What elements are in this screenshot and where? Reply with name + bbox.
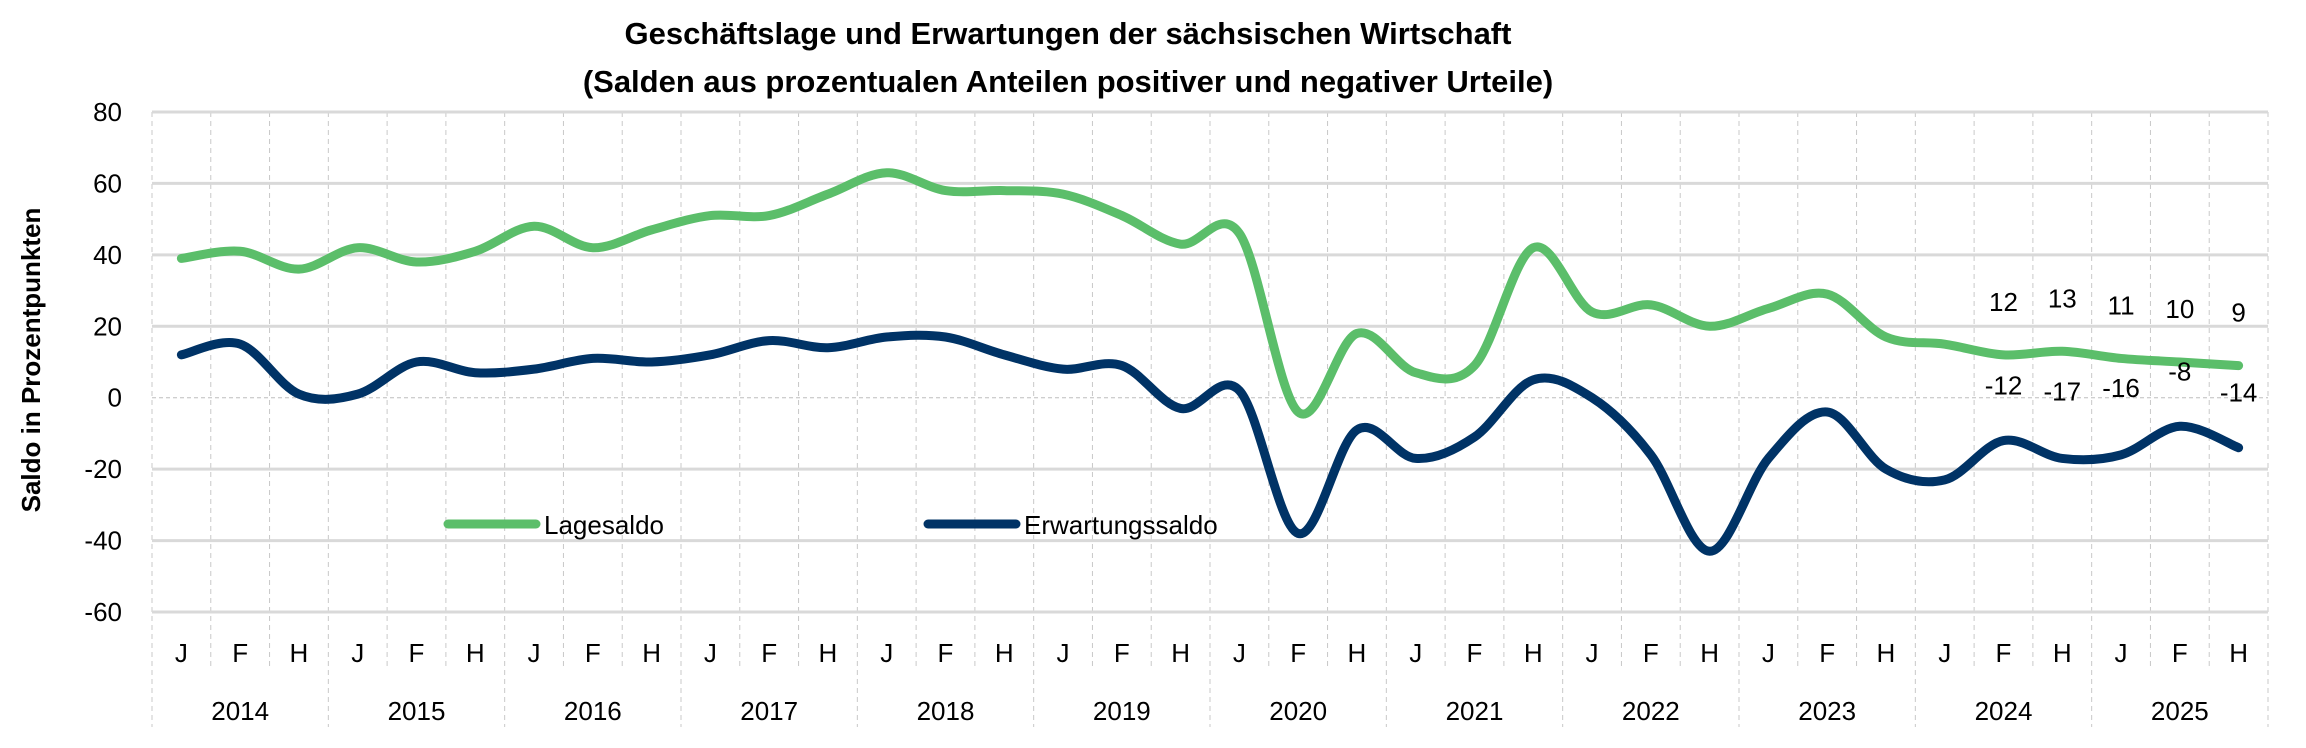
series-line-erwartungssaldo [176,330,2244,556]
legend: Lagesaldo Erwartungssaldo [443,510,1218,540]
x-period-label: J [704,638,717,668]
data-label: -17 [2043,376,2081,406]
x-year-label: 2020 [1269,696,1327,726]
y-tick-label: 40 [93,240,122,270]
x-year-label: 2015 [388,696,446,726]
y-tick-label: -60 [84,597,122,627]
chart-subtitle: (Salden aus prozentualen Anteilen positi… [583,64,1553,99]
legend-label: Lagesaldo [544,510,664,540]
x-period-label: F [761,638,777,668]
series-line-lagesaldo [176,168,2244,419]
legend-label: Erwartungssaldo [1024,510,1218,540]
x-year-label: 2025 [2151,696,2209,726]
x-period-label: H [642,638,661,668]
x-year-label: 2022 [1622,696,1680,726]
series-lines [176,168,2244,556]
x-year-label: 2017 [740,696,798,726]
x-period-label: J [528,638,541,668]
x-period-label: F [409,638,425,668]
x-year-label: 2024 [1975,696,2033,726]
x-period-label: F [1996,638,2012,668]
data-label: 10 [2165,294,2194,324]
x-period-label: J [1057,638,1070,668]
x-year-label: 2023 [1798,696,1856,726]
x-period-label: J [1586,638,1599,668]
data-label: 11 [2108,290,2135,320]
x-period-label: F [1467,638,1483,668]
x-period-label: F [232,638,248,668]
x-period-label: H [1700,638,1719,668]
data-label: -8 [2168,356,2191,386]
x-period-label: J [1233,638,1246,668]
x-period-label: J [880,638,893,668]
x-ticks: J F H J F H J F H J F H J F H J F H J F H J F H J F H J F H J F H J F H 2014… [175,638,2248,726]
x-period-label: H [466,638,485,668]
data-label: 9 [2231,298,2245,328]
y-tick-label: 20 [93,311,122,341]
x-period-label: F [1643,638,1659,668]
x-period-label: J [175,638,188,668]
data-label: -16 [2102,373,2140,403]
y-axis-label: Saldo in Prozentpunkten [16,208,46,513]
x-period-label: F [2172,638,2188,668]
y-tick-label: 80 [93,97,122,127]
x-period-label: H [819,638,838,668]
y-tick-label: 0 [108,383,122,413]
x-period-label: H [2229,638,2248,668]
x-period-label: H [2053,638,2072,668]
data-label: -14 [2220,378,2258,408]
data-label: 12 [1989,287,2018,317]
x-year-label: 2018 [917,696,975,726]
x-period-label: F [1114,638,1130,668]
y-tick-label: -20 [84,454,122,484]
data-label: 13 [2048,283,2077,313]
x-year-label: 2014 [211,696,269,726]
x-period-label: J [1938,638,1951,668]
x-period-label: F [1819,638,1835,668]
x-year-label: 2016 [564,696,622,726]
x-period-label: J [1762,638,1775,668]
x-year-label: 2019 [1093,696,1151,726]
x-year-label: 2021 [1446,696,1504,726]
x-period-label: F [1290,638,1306,668]
x-period-label: H [1524,638,1543,668]
chart-title: Geschäftslage und Erwartungen der sächsi… [625,16,1512,51]
x-period-label: J [2115,638,2128,668]
x-period-label: J [351,638,364,668]
y-tick-label: -40 [84,526,122,556]
x-period-label: F [585,638,601,668]
x-period-label: H [1877,638,1896,668]
x-period-label: H [290,638,309,668]
y-tick-label: 60 [93,168,122,198]
x-period-label: H [1348,638,1367,668]
x-period-label: J [1409,638,1422,668]
x-period-label: H [995,638,1014,668]
y-ticks: 80 60 40 20 0 -20 -40 -60 [84,97,122,627]
data-labels: 12 13 11 10 9 -12 -17 -16 -8 -14 [1985,283,2258,407]
data-label: -12 [1985,371,2023,401]
x-period-label: F [938,638,954,668]
grid [151,110,2269,727]
x-period-label: H [1171,638,1190,668]
